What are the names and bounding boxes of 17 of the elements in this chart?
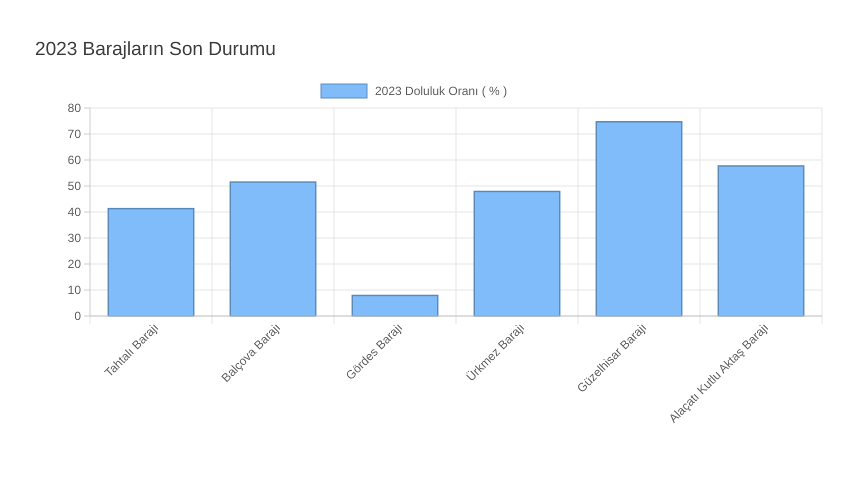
bar <box>718 165 804 317</box>
y-tick-label: 0 <box>74 308 82 323</box>
bar <box>108 208 194 317</box>
y-tick-label: 10 <box>68 282 82 297</box>
y-tick-label: 50 <box>68 178 82 193</box>
y-tick-label: 60 <box>68 152 82 167</box>
bar <box>230 181 316 317</box>
y-tick-label: 70 <box>68 126 82 141</box>
legend-label: 2023 Doluluk Oranı ( % ) <box>375 84 508 98</box>
y-tick-label: 30 <box>68 230 82 245</box>
bar <box>352 294 438 317</box>
y-tick-label: 80 <box>68 100 82 115</box>
y-tick-label: 40 <box>68 204 82 219</box>
bar <box>474 190 560 317</box>
chart-title: 2023 Barajların Son Durumu <box>35 39 276 60</box>
bar <box>596 121 682 317</box>
y-tick-label: 20 <box>68 256 82 271</box>
